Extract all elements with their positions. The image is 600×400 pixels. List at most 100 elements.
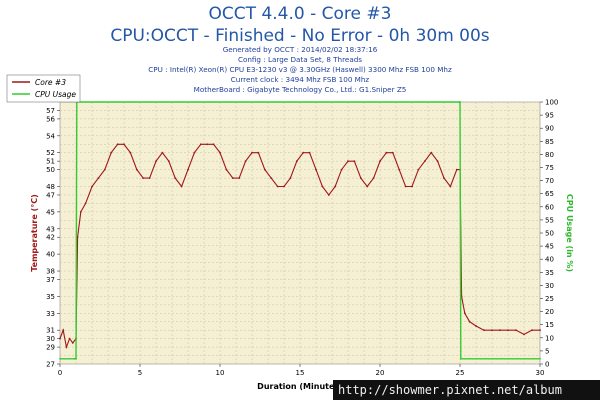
- y-left-tick-label: 52: [46, 149, 55, 157]
- y-right-tick-label: 90: [545, 125, 554, 133]
- y-left-tick-label: 30: [46, 335, 55, 343]
- y-right-tick-label: 85: [545, 138, 554, 146]
- point-core3: [79, 211, 82, 213]
- y-left-tick-label: 42: [46, 234, 55, 242]
- point-core3: [515, 329, 517, 332]
- point-core3: [199, 143, 202, 146]
- series-layer: [59, 101, 541, 360]
- point-core3: [483, 329, 485, 332]
- point-core3: [116, 143, 119, 146]
- point-core3: [110, 151, 113, 154]
- point-core3: [68, 337, 71, 340]
- y-left-tick-label: 38: [46, 268, 55, 276]
- x-tick-label: 15: [296, 369, 305, 377]
- point-core3: [327, 194, 330, 196]
- y-right-tick-label: 80: [545, 151, 554, 159]
- point-core3: [523, 333, 525, 336]
- info-line-generated: Generated by OCCT : 2014/02/02 18:37:16: [223, 45, 378, 54]
- point-cpu-usage: [539, 357, 541, 360]
- point-core3: [155, 160, 157, 163]
- y-right-tick-label: 50: [545, 230, 554, 238]
- y-right-tick-label: 60: [545, 203, 554, 211]
- y-right-tick-label: 55: [545, 216, 554, 224]
- x-axis-label: Duration (Minutes): [257, 382, 343, 391]
- x-tick-label: 20: [376, 369, 385, 377]
- point-core3: [270, 177, 273, 180]
- info-line-cpu: CPU : Intel(R) Xeon(R) CPU E3-1230 v3 @ …: [148, 65, 452, 74]
- y-right-tick-label: 65: [545, 190, 554, 198]
- point-core3: [455, 168, 458, 171]
- point-core3: [417, 168, 420, 171]
- point-core3: [411, 185, 413, 188]
- y-right-tick-label: 70: [545, 177, 554, 185]
- point-core3: [404, 185, 407, 188]
- point-core3: [436, 160, 439, 163]
- y-left-tick-label: 56: [46, 115, 55, 123]
- point-core3: [225, 168, 228, 171]
- point-core3: [340, 168, 343, 171]
- chart-title: OCCT 4.4.0 - Core #3: [209, 4, 392, 24]
- point-core3: [359, 177, 362, 180]
- point-core3: [244, 160, 247, 163]
- point-core3: [167, 160, 170, 163]
- point-core3: [263, 168, 266, 171]
- point-core3: [76, 236, 79, 239]
- point-cpu-usage: [59, 357, 61, 360]
- point-core3: [295, 160, 298, 163]
- y-left-tick-label: 48: [46, 183, 55, 191]
- point-core3: [187, 168, 189, 171]
- series-line-core3: [59, 143, 540, 350]
- x-tick-label: 25: [456, 369, 465, 377]
- point-core3: [449, 185, 452, 188]
- axes: 2729303133353738404243454748505152545657…: [46, 99, 558, 378]
- point-core3: [308, 151, 311, 154]
- y-right-tick-label: 30: [545, 282, 554, 290]
- point-core3: [353, 160, 356, 163]
- y-left-tick-label: 43: [46, 225, 55, 233]
- y-left-tick-label: 35: [46, 293, 55, 301]
- point-core3: [463, 312, 466, 315]
- point-core3: [475, 325, 477, 327]
- y-left-tick-label: 40: [46, 251, 55, 259]
- point-core3: [238, 177, 241, 180]
- y-right-tick-label: 100: [545, 99, 558, 107]
- point-core3: [531, 329, 533, 332]
- point-core3: [174, 177, 177, 180]
- point-core3: [135, 168, 138, 171]
- point-core3: [398, 168, 401, 171]
- point-core3: [499, 329, 501, 332]
- point-core3: [468, 320, 471, 323]
- point-core3: [379, 160, 381, 163]
- point-core3: [391, 151, 394, 154]
- y-left-tick-label: 27: [46, 361, 55, 369]
- point-core3: [129, 151, 132, 154]
- y-left-tick-label: 33: [46, 310, 55, 318]
- y-left-tick-label: 51: [46, 158, 55, 166]
- point-core3: [334, 185, 337, 188]
- y-axis-right-label: CPU Usage (in %): [565, 194, 574, 272]
- y-right-tick-label: 25: [545, 295, 554, 303]
- point-core3: [180, 185, 183, 188]
- y-left-tick-label: 50: [46, 166, 55, 174]
- legend-label-core3: Core #3: [35, 78, 66, 87]
- legend: Core #3 CPU Usage: [6, 74, 81, 103]
- point-core3: [219, 151, 221, 154]
- y-right-tick-label: 20: [545, 308, 554, 316]
- point-core3: [123, 143, 125, 146]
- y-left-tick-label: 47: [46, 191, 55, 199]
- point-core3: [366, 185, 369, 188]
- y-left-tick-label: 37: [46, 276, 55, 284]
- point-core3: [372, 177, 375, 180]
- legend-box: [6, 74, 81, 103]
- x-tick-label: 30: [536, 369, 545, 377]
- point-core3: [289, 177, 292, 180]
- point-core3: [65, 346, 68, 348]
- x-tick-label: 10: [216, 369, 225, 377]
- x-tick-label: 5: [138, 369, 142, 377]
- y-left-tick-label: 57: [46, 107, 55, 115]
- y-right-tick-label: 35: [545, 269, 554, 277]
- point-core3: [491, 329, 493, 332]
- point-core3: [206, 143, 209, 146]
- x-tick-label: 0: [58, 369, 62, 377]
